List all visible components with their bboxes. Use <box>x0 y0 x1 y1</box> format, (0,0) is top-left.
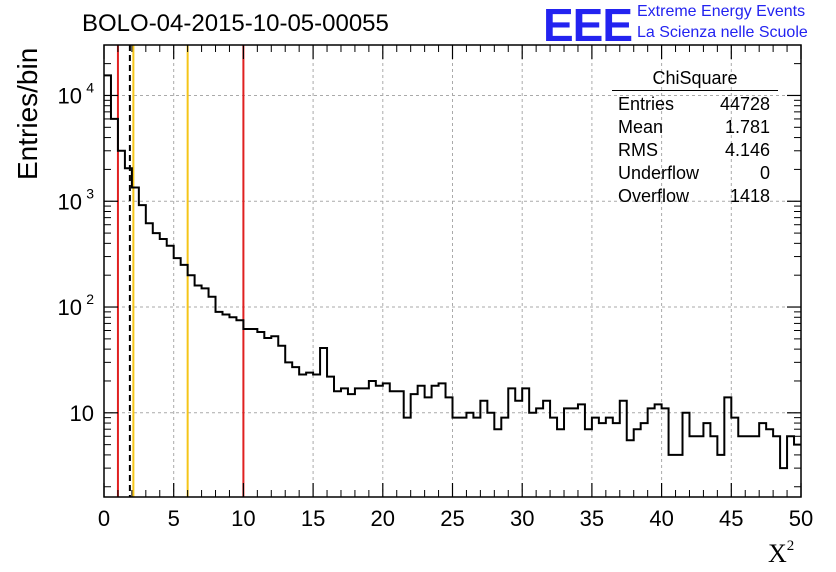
y-axis-label-text: Entries/bin <box>12 47 43 180</box>
stats-row: Overflow 1418 <box>612 185 778 208</box>
x-axis-label: X2 <box>768 538 794 569</box>
x-tick-label: 35 <box>580 506 604 531</box>
y-tick-label: 10 <box>58 295 82 320</box>
y-axis-label: Entries/bin <box>12 48 44 180</box>
stats-label: Underflow <box>618 163 700 183</box>
y-tick-label: 10 <box>58 83 82 108</box>
x-tick-label: 5 <box>168 506 180 531</box>
y-tick-exponent: 4 <box>86 79 94 95</box>
y-tick-label: 10 <box>70 401 94 426</box>
stats-value: 44728 <box>719 94 770 114</box>
x-axis-label-sup: 2 <box>786 538 795 554</box>
x-tick-label: 45 <box>719 506 743 531</box>
stats-value: 1.781 <box>724 117 770 137</box>
logo-line-1: Extreme Energy Events <box>637 3 806 20</box>
x-axis-label-text: X <box>768 539 787 568</box>
stats-row: RMS 4.146 <box>612 139 778 162</box>
axis-ticks <box>103 45 802 497</box>
chart-title: BOLO-04-2015-10-05-00055 <box>82 10 389 37</box>
stats-box: ChiSquare Entries 44728 Mean 1.781 RMS 4.14… <box>612 68 778 208</box>
y-tick-label: 10 <box>58 189 82 214</box>
stats-label: Overflow <box>618 186 690 206</box>
x-tick-label: 40 <box>649 506 673 531</box>
x-tick-label: 10 <box>231 506 255 531</box>
histogram-series <box>104 74 801 470</box>
x-tick-label: 15 <box>301 506 325 531</box>
stats-value: 0 <box>759 163 770 183</box>
x-tick-label: 20 <box>371 506 395 531</box>
stats-row: Entries 44728 <box>612 93 778 116</box>
stats-value: 1418 <box>729 186 770 206</box>
logo-line-2: La Scienza nelle Scuole <box>637 24 808 41</box>
x-tick-label: 0 <box>98 506 110 531</box>
stats-label: Entries <box>618 94 675 114</box>
y-tick-exponent: 2 <box>86 291 94 307</box>
x-tick-label: 50 <box>789 506 813 531</box>
threshold-lines <box>116 45 245 497</box>
eee-logo: EEE <box>543 0 633 51</box>
stats-row: Underflow 0 <box>612 162 778 185</box>
y-tick-exponent: 3 <box>86 185 94 201</box>
x-tick-label: 30 <box>510 506 534 531</box>
stats-title: ChiSquare <box>612 68 778 91</box>
stats-row: Mean 1.781 <box>612 116 778 139</box>
x-tick-label: 25 <box>440 506 464 531</box>
stats-value: 4.146 <box>724 140 770 160</box>
stats-label: Mean <box>618 117 664 137</box>
stats-label: RMS <box>618 140 658 160</box>
